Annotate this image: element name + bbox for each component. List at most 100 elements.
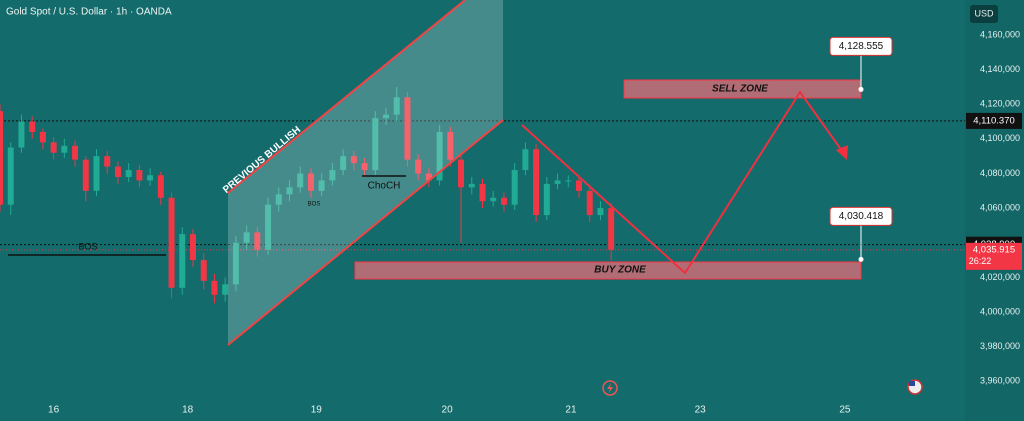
candle-body [383,114,389,119]
target-dot [858,86,864,92]
candle-body [147,175,154,181]
candle-body [211,280,218,295]
x-tick-label: 18 [182,405,194,416]
candle-body [61,145,68,153]
y-tick-label: 4,020,000 [980,272,1020,282]
candle-body [72,145,79,160]
channel-line [227,119,504,346]
price-axis-bg [965,0,1024,421]
candle-body [136,170,143,181]
candle-body [190,234,196,261]
target-dot [858,256,864,262]
candle-body [168,197,175,288]
channel-fill [228,0,503,345]
candle-body [447,131,454,160]
y-tick-label: 4,140,000 [980,64,1020,74]
sell-zone-label: SELL ZONE [712,84,768,95]
candle-body [576,180,582,191]
candle-body [565,180,572,182]
candle-body [479,183,486,202]
candle-body [50,142,57,153]
target-label: 4,030.418 [839,211,884,222]
candle-body [490,197,497,202]
candle-body [93,156,100,191]
x-tick-label: 23 [695,405,707,416]
y-tick-label: 3,960,000 [980,376,1020,386]
event-icon[interactable] [602,380,618,396]
currency-box[interactable] [970,5,998,23]
x-tick-label: 20 [442,405,454,416]
candle-body [200,260,207,281]
candle-body [372,118,379,171]
candle-body [254,232,261,250]
candle-body [29,121,36,132]
y-tick-label: 3,980,000 [980,341,1020,351]
level-label: 4,110.370 [973,115,1015,126]
candle-body [297,173,304,188]
candle-body [458,159,465,188]
candle-body [393,97,400,115]
x-tick-label: 19 [311,405,323,416]
candle-body [511,170,518,205]
candle-body [608,208,615,250]
candle-body [265,204,272,250]
bos-small-label: BOS [308,202,321,208]
candle-body [0,111,3,205]
bos-label: BOS [78,241,97,251]
candle-body [436,131,443,181]
candle-body [157,175,164,198]
candle-body [104,156,111,167]
choch-label: ChoCH [368,181,401,192]
candle-body [275,194,282,205]
candle-body [318,180,325,191]
candle-body [125,170,132,177]
arrow-head [836,145,848,160]
candle-body [468,183,475,188]
countdown-label: 26:22 [969,256,992,266]
target-box [829,206,893,226]
buy-zone-label: BUY ZONE [594,265,646,276]
flag-icon-canton [909,381,915,386]
candle-body [18,121,25,148]
y-tick-label: 4,100,000 [980,133,1020,143]
candle-body [222,284,229,295]
currency[interactable]: USD [974,8,994,18]
x-tick-label: 16 [48,405,60,416]
x-tick-label: 21 [565,405,577,416]
buy-zone [354,261,862,280]
last-price-label: 4,035.915 [973,244,1015,255]
candle-body [522,149,529,171]
y-tick-label: 4,080,000 [980,168,1020,178]
candle-body [543,183,550,216]
candle-body [243,232,250,243]
candle-body [404,97,411,160]
candle-body [179,234,186,288]
target-label: 4,128.555 [839,41,884,52]
candle-body [7,147,14,205]
candle-body [425,173,432,181]
candle-body [554,180,561,184]
y-tick-label: 4,160,000 [980,29,1020,39]
candle-body [286,187,293,195]
level-box [966,112,1022,129]
channel-line [227,0,466,194]
candle-body [340,156,347,171]
candle-body [350,156,357,164]
x-tick-label: 25 [839,405,851,416]
candle-body [415,159,422,174]
event-icon-bolt [607,383,613,393]
y-tick-label: 4,120,000 [980,99,1020,109]
candle-body [597,208,604,216]
candle-body [114,166,121,177]
candle-body [533,149,540,216]
candle-body [307,173,314,191]
projection-path [521,90,846,275]
target-box [829,36,893,56]
candle-body [82,159,89,191]
candle-body [500,197,507,205]
candle-body [586,190,593,216]
candle-body [232,242,239,285]
y-tick-label: 4,000,000 [980,306,1020,316]
y-tick-label: 4,060,000 [980,203,1020,213]
candle-body [329,170,336,181]
